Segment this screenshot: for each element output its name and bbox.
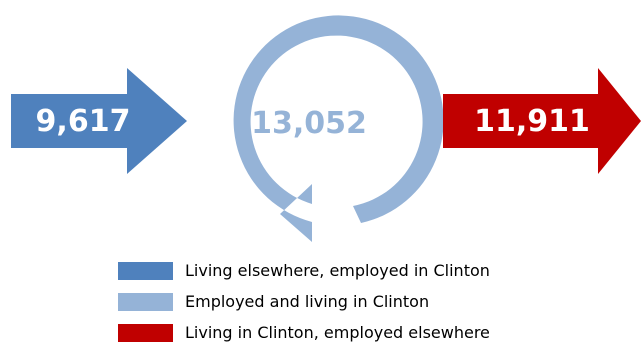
outflow-value: 11,911: [474, 104, 590, 139]
legend: Living elsewhere, employed in Clinton Em…: [118, 260, 490, 353]
legend-item-inflow: Living elsewhere, employed in Clinton: [118, 260, 490, 281]
legend-label-inflow: Living elsewhere, employed in Clinton: [185, 261, 490, 280]
legend-swatch-internal: [118, 292, 173, 311]
legend-swatch-outflow: [118, 323, 173, 342]
outflow-arrow: [443, 68, 641, 174]
inflow-arrow: [11, 68, 187, 174]
legend-item-outflow: Living in Clinton, employed elsewhere: [118, 322, 490, 343]
legend-item-internal: Employed and living in Clinton: [118, 291, 490, 312]
legend-swatch-inflow: [118, 261, 173, 280]
legend-label-internal: Employed and living in Clinton: [185, 292, 430, 311]
internal-value: 13,052: [251, 106, 367, 141]
legend-label-outflow: Living in Clinton, employed elsewhere: [185, 323, 490, 342]
inflow-value: 9,617: [36, 104, 131, 139]
